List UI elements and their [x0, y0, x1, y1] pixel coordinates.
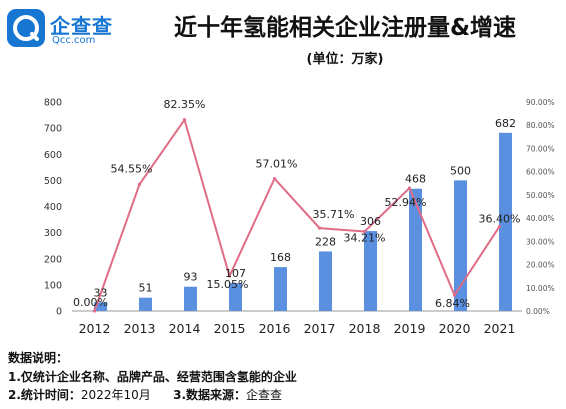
bar — [319, 251, 332, 311]
bar — [364, 231, 377, 311]
bar-value-label: 468 — [405, 173, 426, 186]
y-right-tick-label: 0.00% — [526, 307, 550, 316]
line-value-label: 54.55% — [111, 162, 153, 175]
x-tick-label: 2019 — [394, 321, 426, 336]
y-right-tick-label: 30.00% — [526, 237, 555, 246]
notes-heading: 数据说明： — [8, 351, 69, 365]
bar-value-label: 228 — [315, 235, 336, 248]
line-point — [182, 118, 187, 122]
brand-name-cn: 企查查 — [50, 14, 113, 38]
line-value-label: 35.71% — [313, 208, 355, 221]
y-left-tick-label: 200 — [44, 254, 62, 265]
chart-title: 近十年氢能相关企业注册量&增速 — [173, 15, 517, 41]
line-value-label: 6.84% — [435, 297, 470, 310]
bar-value-label: 306 — [360, 215, 381, 228]
line-point — [137, 182, 142, 186]
y-left-tick-label: 600 — [44, 150, 62, 161]
brand-name-en: Qcc.com — [52, 35, 96, 46]
y-left-tick-label: 500 — [44, 176, 62, 187]
x-tick-label: 2021 — [484, 321, 516, 336]
chart-unit: (单位：万家) — [306, 52, 384, 67]
y-left-tick-label: 0 — [56, 307, 62, 318]
brand-logo: 企查查 Qcc.com — [6, 6, 126, 52]
y-left-tick-label: 300 — [44, 228, 62, 239]
notes-line-3-value: 企查查 — [246, 388, 283, 402]
y-left-tick-label: 800 — [44, 98, 62, 109]
bar — [499, 132, 512, 311]
notes-line-2-value: 2022年10月 — [80, 388, 151, 402]
y-right-tick-label: 60.00% — [526, 168, 555, 177]
y-left-tick-label: 400 — [44, 202, 62, 213]
y-right-tick-label: 10.00% — [526, 284, 555, 293]
x-tick-label: 2018 — [349, 321, 381, 336]
bar-value-label: 682 — [495, 117, 516, 130]
line-value-label: 52.94% — [385, 196, 427, 209]
x-tick-label: 2016 — [259, 321, 291, 336]
bar-value-label: 51 — [139, 282, 153, 295]
bar — [184, 286, 197, 311]
growth-line — [93, 118, 501, 312]
bar — [274, 267, 287, 311]
y-right-tick-label: 50.00% — [526, 191, 555, 200]
line-point — [452, 293, 457, 297]
bar-value-label: 107 — [225, 267, 246, 280]
bar-value-label: 33 — [94, 286, 108, 299]
bar — [139, 297, 152, 311]
y-right-tick-label: 90.00% — [526, 98, 555, 107]
line-point — [497, 224, 502, 229]
bar-value-label: 500 — [450, 164, 471, 177]
x-tick-label: 2015 — [214, 321, 246, 336]
x-tick-label: 2020 — [439, 321, 471, 336]
line-value-label: 82.35% — [164, 98, 206, 111]
line-value-label: 34.21% — [344, 232, 386, 245]
line-point — [362, 229, 367, 234]
y-left-tick-label: 700 — [44, 124, 62, 135]
qcc-logo-icon — [7, 9, 45, 47]
bar-value-label: 168 — [270, 251, 291, 264]
line-point — [92, 309, 97, 313]
notes-line-3-label: 3.数据来源： — [173, 388, 247, 402]
line-value-label: 36.40% — [479, 212, 521, 225]
x-tick-label: 2013 — [124, 321, 156, 336]
line-point — [407, 186, 412, 190]
notes-line-2-label: 2.统计时间： — [8, 388, 81, 402]
line-value-label: 15.05% — [207, 278, 249, 291]
y-right-tick-label: 80.00% — [526, 121, 555, 130]
line-value-label: 0.00% — [73, 296, 108, 309]
data-notes: 数据说明： 1.仅统计企业名称、品牌产品、经营范围含氢能的企业 2.统计时间：2… — [8, 349, 297, 405]
bar — [454, 180, 467, 311]
line-point — [272, 177, 277, 181]
y-right-tick-label: 20.00% — [526, 261, 555, 270]
bar-value-label: 93 — [184, 271, 198, 284]
y-right-tick-label: 70.00% — [526, 144, 555, 153]
combo-chart: 0 100 200 300 400 500 600 700 800 0.00% 10.00% 20.0… — [44, 98, 555, 337]
line-point — [317, 226, 322, 230]
notes-line-2: 2.统计时间：2022年10月 3.数据来源：企查查 — [8, 386, 297, 405]
line-point — [227, 274, 232, 278]
x-tick-label: 2017 — [304, 321, 336, 336]
y-left-tick-label: 100 — [44, 280, 62, 291]
bar — [229, 283, 242, 311]
line-value-label: 57.01% — [256, 158, 298, 171]
notes-line-1: 1.仅统计企业名称、品牌产品、经营范围含氢能的企业 — [8, 369, 297, 384]
x-tick-label: 2012 — [79, 321, 111, 336]
bar — [409, 188, 422, 311]
y-right-tick-label: 40.00% — [526, 214, 555, 223]
x-tick-label: 2014 — [169, 321, 201, 336]
bar — [94, 302, 107, 311]
